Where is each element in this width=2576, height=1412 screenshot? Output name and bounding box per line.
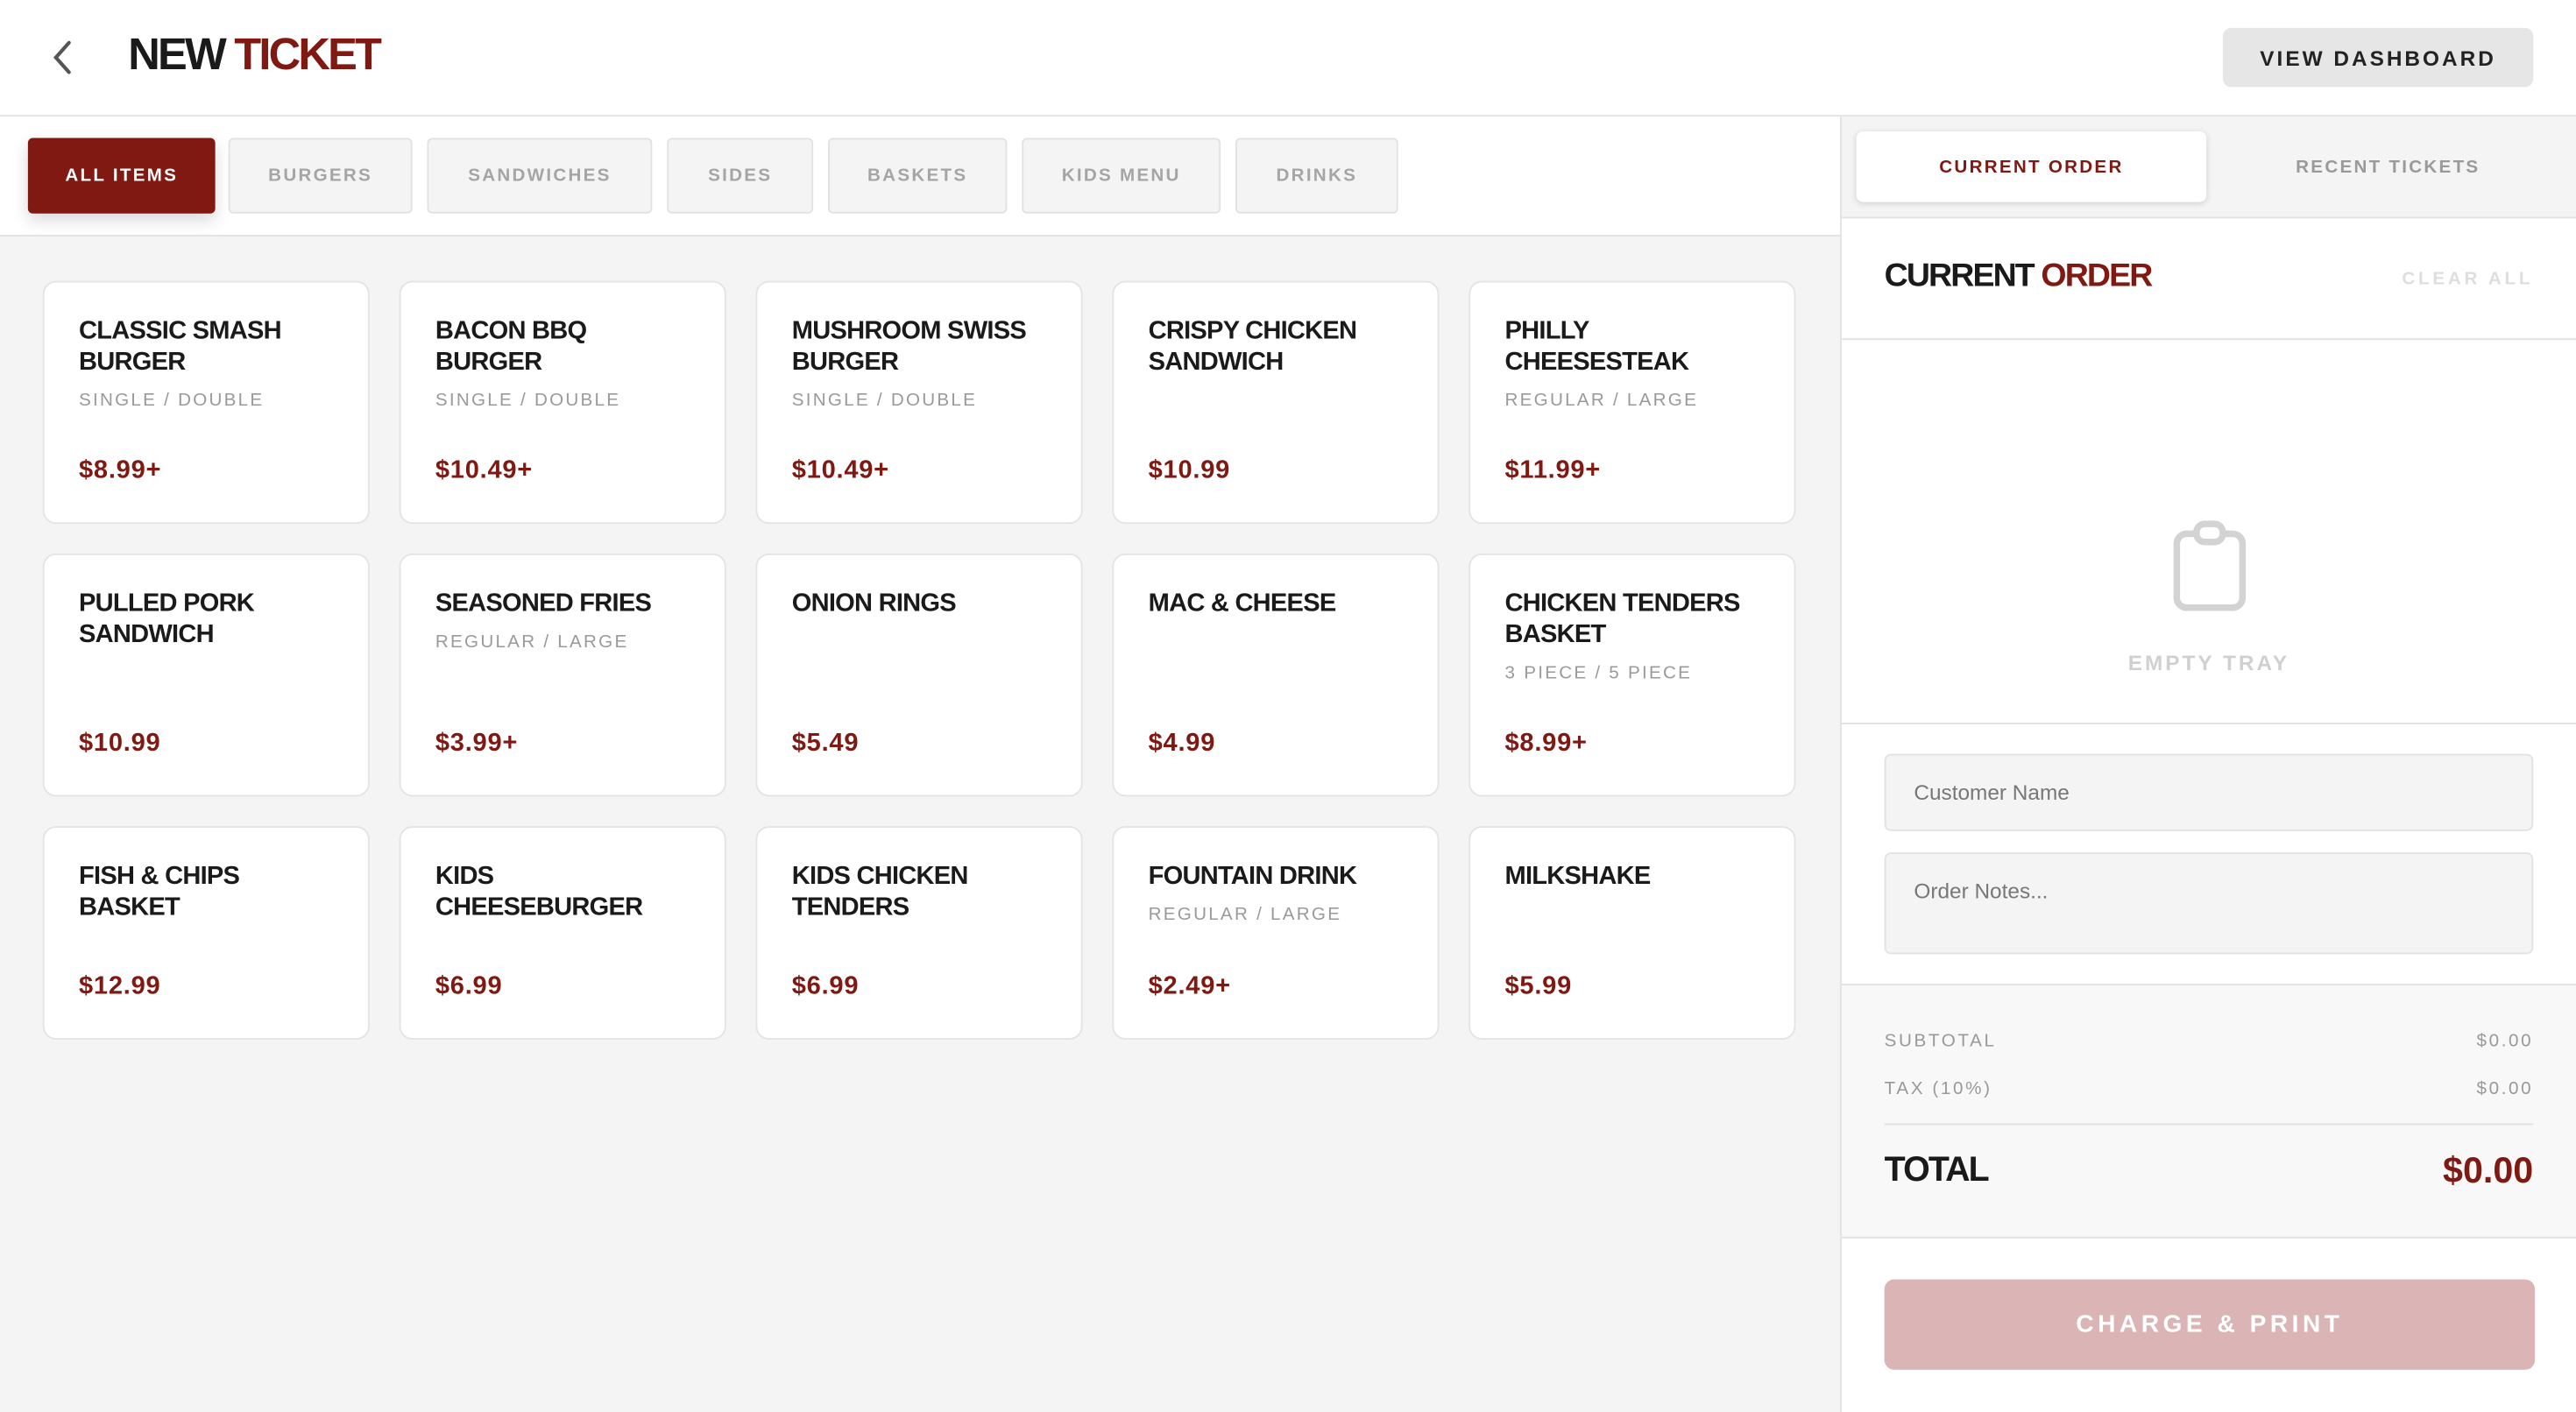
order-panel: CURRENT ORDER RECENT TICKETS CURRENT ORD… <box>1840 116 2576 1412</box>
item-name: Bacon BBQ Burger <box>435 316 587 377</box>
tax-row: TAX (10%) $0.00 <box>1885 1079 2534 1099</box>
item-price: $6.99 <box>435 972 503 1000</box>
order-notes-input[interactable] <box>1884 852 2534 955</box>
order-header: CURRENT ORDER CLEAR ALL <box>1841 218 2576 341</box>
item-variants: REGULAR / LARGE <box>435 632 629 653</box>
menu-item-card[interactable]: Fish & Chips Basket $12.99 <box>42 826 370 1040</box>
empty-tray-label: EMPTY TRAY <box>2127 650 2290 675</box>
menu-item-card[interactable]: Pulled Pork Sandwich $10.99 <box>42 553 370 797</box>
menu-grid: Classic Smash Burger SINGLE / DOUBLE $8.99… <box>42 280 1796 1040</box>
totals-section: SUBTOTAL $0.00 TAX (10%) $0.00 TOTAL $0.00 <box>1841 985 2576 1239</box>
item-name: Crispy Chicken Sandwich <box>1148 316 1357 377</box>
item-name: Kids Chicken Tenders <box>791 862 969 921</box>
item-price: $5.49 <box>791 729 860 758</box>
item-price: $8.99+ <box>1504 729 1588 758</box>
title-word-1: NEW <box>128 29 226 79</box>
total-label: TOTAL <box>1884 1151 1990 1190</box>
item-price: $10.49+ <box>435 456 533 485</box>
item-price: $6.99 <box>791 972 860 1000</box>
order-inputs <box>1841 724 2576 985</box>
item-name: Fountain Drink <box>1148 862 1357 891</box>
item-name: Philly Cheesesteak <box>1504 316 1690 377</box>
item-name: Mac & Cheese <box>1148 590 1337 618</box>
item-name: Pulled Pork Sandwich <box>79 590 255 649</box>
menu-item-card[interactable]: Kids Cheeseburger $6.99 <box>399 826 726 1040</box>
item-variants: SINGLE / DOUBLE <box>79 391 265 411</box>
item-price: $11.99+ <box>1504 456 1602 485</box>
tax-value: $0.00 <box>2476 1078 2534 1099</box>
item-price: $10.99 <box>1148 456 1231 485</box>
category-all-items[interactable]: ALL ITEMS <box>27 138 216 214</box>
item-variants: REGULAR / LARGE <box>1148 905 1342 925</box>
clipboard-icon <box>2173 520 2247 611</box>
menu-item-card[interactable]: Mushroom Swiss Burger SINGLE / DOUBLE $10.… <box>755 280 1083 525</box>
order-tabs: CURRENT ORDER RECENT TICKETS <box>1841 116 2576 219</box>
menu-item-card[interactable]: Bacon BBQ Burger SINGLE / DOUBLE $10.49+ <box>399 280 726 525</box>
view-dashboard-button[interactable]: VIEW DASHBOARD <box>2222 27 2534 88</box>
total-row: TOTAL $0.00 <box>1885 1150 2534 1193</box>
charge-print-button[interactable]: CHARGE & PRINT <box>1884 1279 2536 1370</box>
item-price: $8.99+ <box>79 456 162 485</box>
menu-item-card[interactable]: Seasoned Fries REGULAR / LARGE $3.99+ <box>399 553 726 797</box>
customer-name-input[interactable] <box>1884 753 2534 831</box>
item-price: $5.99 <box>1504 972 1572 1000</box>
item-variants: REGULAR / LARGE <box>1504 391 1699 411</box>
item-price: $12.99 <box>79 972 161 1000</box>
item-variants: 3 PIECE / 5 PIECE <box>1504 663 1693 684</box>
order-title-word-2: ORDER <box>2041 258 2153 294</box>
category-sides[interactable]: SIDES <box>667 138 814 214</box>
title-word-2: TICKET <box>234 29 382 79</box>
menu-item-card[interactable]: Mac & Cheese $4.99 <box>1112 553 1440 797</box>
item-price: $10.99 <box>79 729 161 758</box>
divider <box>1884 1123 2534 1126</box>
order-title-word-1: CURRENT <box>1884 258 2035 294</box>
category-burgers[interactable]: BURGERS <box>228 138 413 214</box>
category-baskets[interactable]: BASKETS <box>828 138 1008 214</box>
item-name: Chicken Tenders Basket <box>1504 590 1741 649</box>
item-name: Mushroom Swiss Burger <box>791 316 1027 377</box>
page-title: NEW TICKET <box>128 29 382 81</box>
tab-current-order[interactable]: CURRENT ORDER <box>1856 131 2207 202</box>
tax-label: TAX (10%) <box>1884 1078 1992 1099</box>
item-price: $3.99+ <box>435 729 519 758</box>
item-name: Fish & Chips Basket <box>79 862 240 921</box>
category-drinks[interactable]: DRINKS <box>1235 138 1398 214</box>
menu-item-card[interactable]: Philly Cheesesteak REGULAR / LARGE $11.99+ <box>1468 280 1796 525</box>
menu-item-card[interactable]: Onion Rings $5.49 <box>755 553 1083 797</box>
menu-item-card[interactable]: Milkshake $5.99 <box>1468 826 1796 1040</box>
category-bar: ALL ITEMS BURGERS SANDWICHES SIDES BASKE… <box>0 116 1840 237</box>
header: NEW TICKET VIEW DASHBOARD <box>0 0 2576 117</box>
item-price: $10.49+ <box>791 456 889 485</box>
menu-item-card[interactable]: Classic Smash Burger SINGLE / DOUBLE $8.99… <box>42 280 370 525</box>
item-name: Milkshake <box>1504 862 1652 891</box>
subtotal-row: SUBTOTAL $0.00 <box>1885 1032 2534 1052</box>
menu-panel: ALL ITEMS BURGERS SANDWICHES SIDES BASKE… <box>0 116 1840 1412</box>
clear-all-button[interactable]: CLEAR ALL <box>2402 269 2534 290</box>
menu-item-card[interactable]: Kids Chicken Tenders $6.99 <box>755 826 1083 1040</box>
item-variants: SINGLE / DOUBLE <box>791 391 978 411</box>
empty-tray: EMPTY TRAY <box>1841 340 2576 724</box>
subtotal-value: $0.00 <box>2476 1031 2534 1052</box>
subtotal-label: SUBTOTAL <box>1884 1031 1997 1052</box>
item-price: $2.49+ <box>1148 972 1231 1000</box>
item-name: Kids Cheeseburger <box>435 862 643 921</box>
menu-item-card[interactable]: Crispy Chicken Sandwich $10.99 <box>1112 280 1440 525</box>
item-name: Classic Smash Burger <box>79 316 282 377</box>
order-title: CURRENT ORDER <box>1884 258 2154 295</box>
menu-item-card[interactable]: Fountain Drink REGULAR / LARGE $2.49+ <box>1112 826 1440 1040</box>
category-sandwiches[interactable]: SANDWICHES <box>427 138 653 214</box>
item-variants: SINGLE / DOUBLE <box>435 391 621 411</box>
back-chevron-icon[interactable] <box>46 36 80 79</box>
total-value: $0.00 <box>2443 1149 2534 1191</box>
category-kids-menu[interactable]: KIDS MENU <box>1022 138 1221 214</box>
item-price: $4.99 <box>1148 729 1216 758</box>
item-name: Seasoned Fries <box>435 590 652 618</box>
tab-recent-tickets[interactable]: RECENT TICKETS <box>2213 131 2563 202</box>
item-name: Onion Rings <box>791 590 957 618</box>
menu-item-card[interactable]: Chicken Tenders Basket 3 PIECE / 5 PIECE $… <box>1468 553 1796 797</box>
